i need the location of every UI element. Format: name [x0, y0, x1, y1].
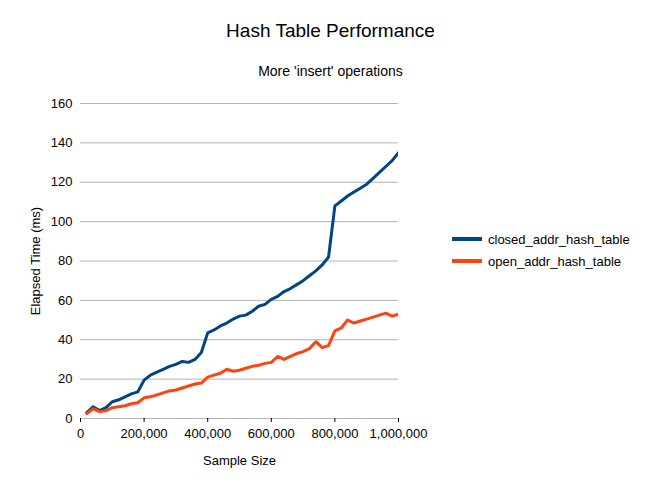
svg-text:200,000: 200,000	[121, 426, 168, 441]
svg-text:0: 0	[65, 411, 72, 426]
svg-text:100: 100	[51, 214, 73, 229]
html-text:Hash Table Performance: Hash Table Performance	[226, 20, 435, 41]
svg-text:800,000: 800,000	[311, 426, 358, 441]
html-text:More 'insert' operations: More 'insert' operations	[258, 63, 403, 79]
svg-text:140: 140	[51, 135, 73, 150]
svg-text:Elapsed Time (ms): Elapsed Time (ms)	[28, 207, 43, 315]
svg-text:20: 20	[58, 371, 72, 386]
svg-text:600,000: 600,000	[248, 426, 295, 441]
svg-text:60: 60	[58, 293, 72, 308]
svg-text:120: 120	[51, 174, 73, 189]
svg-text:400,000: 400,000	[184, 426, 231, 441]
svg-text:0: 0	[77, 426, 84, 441]
html-text:closed_addr_hash_table: closed_addr_hash_table	[488, 231, 630, 247]
svg-text:1,000,000: 1,000,000	[370, 426, 428, 441]
svg-text:80: 80	[58, 253, 72, 268]
svg-text:40: 40	[58, 332, 72, 347]
svg-text:160: 160	[51, 96, 73, 111]
html-text:open_addr_hash_table: open_addr_hash_table	[488, 253, 621, 269]
svg-text:Sample Size: Sample Size	[203, 453, 276, 468]
